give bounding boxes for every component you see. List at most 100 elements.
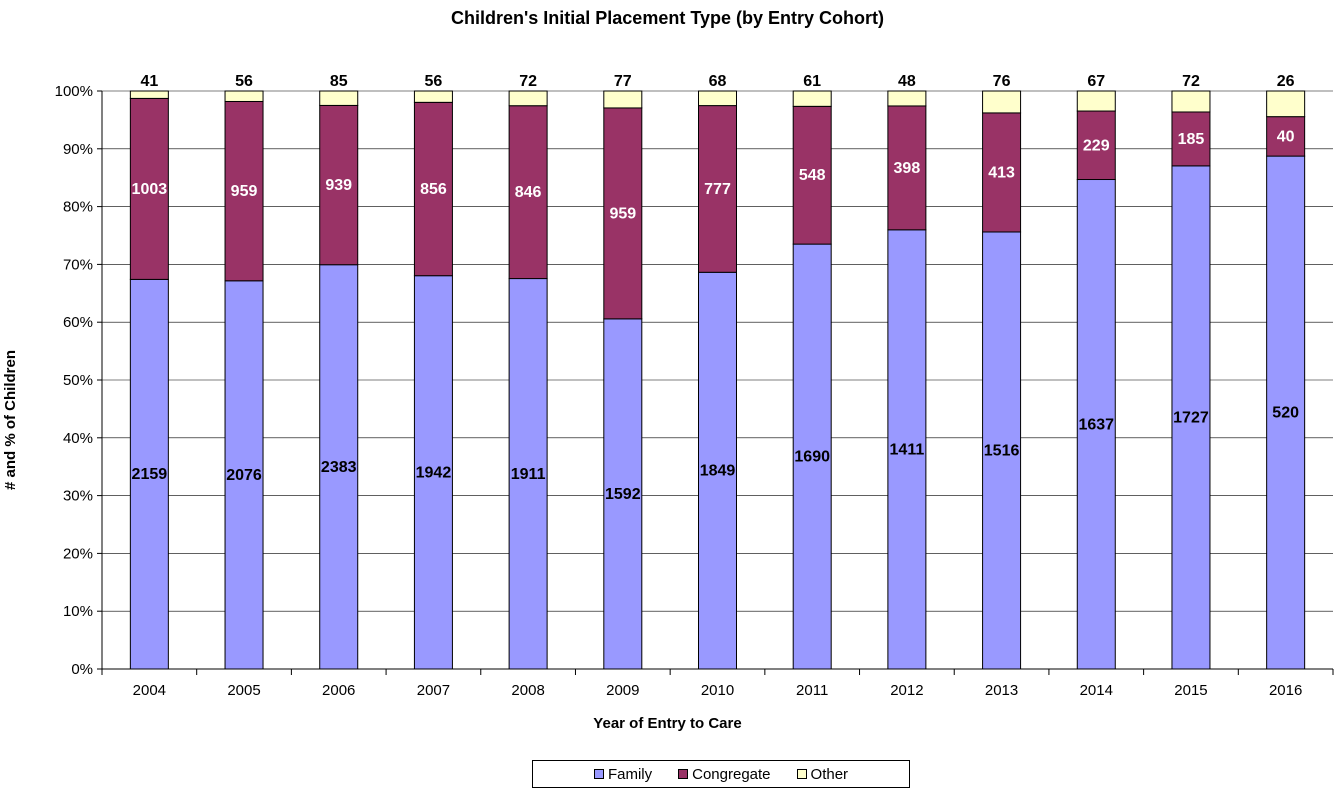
data-label-congregate-2011: 548 — [799, 167, 826, 184]
x-axis-label: Year of Entry to Care — [593, 715, 742, 732]
bar-congregate-2008 — [508, 105, 548, 280]
data-label-family-2008: 1911 — [511, 466, 546, 483]
bar-family-2013 — [982, 231, 1022, 670]
data-label-family-2016: 520 — [1272, 405, 1299, 422]
data-label-family-2009: 1592 — [605, 486, 641, 503]
y-tick-label: 40% — [63, 430, 93, 447]
bar-other-2014 — [1076, 90, 1116, 112]
data-label-family-2014: 1637 — [1078, 416, 1114, 433]
bar-other-2006 — [319, 90, 359, 106]
bar-other-2009 — [603, 90, 643, 109]
bar-family-2005 — [224, 280, 264, 670]
bar-other-2016 — [1266, 90, 1306, 118]
bar-congregate-2011 — [792, 105, 832, 245]
y-tick-label: 60% — [63, 314, 93, 331]
x-tick-label-2015: 2015 — [1174, 682, 1207, 699]
bar-congregate-2014 — [1076, 110, 1116, 181]
x-tick-label-2006: 2006 — [322, 682, 355, 699]
bar-other-2004 — [129, 90, 169, 99]
data-label-other-2011: 61 — [803, 73, 821, 90]
x-tick-label-2008: 2008 — [511, 682, 544, 699]
bar-family-2004 — [129, 278, 169, 670]
y-tick-label: 90% — [63, 141, 93, 158]
bar-family-2010 — [698, 271, 737, 670]
x-tick-label-2011: 2011 — [796, 682, 828, 699]
bar-congregate-2009 — [603, 107, 643, 320]
legend-swatch-other — [796, 769, 807, 779]
bar-congregate-2005 — [224, 100, 264, 282]
data-label-congregate-2006: 939 — [325, 177, 352, 194]
y-tick-label: 20% — [63, 545, 93, 562]
bar-other-2012 — [887, 90, 927, 107]
data-label-congregate-2016: 40 — [1277, 128, 1295, 145]
data-label-other-2004: 41 — [140, 73, 158, 90]
data-label-other-2012: 48 — [898, 73, 916, 90]
y-tick-label: 100% — [55, 83, 93, 100]
bar-other-2010 — [698, 90, 737, 107]
data-label-congregate-2010: 777 — [704, 181, 731, 198]
data-label-family-2005: 2076 — [226, 467, 262, 484]
data-label-congregate-2005: 959 — [231, 183, 258, 200]
x-tick-label-2010: 2010 — [701, 682, 734, 699]
bar-congregate-2007 — [413, 101, 453, 277]
bar-congregate-2016 — [1266, 116, 1306, 157]
x-tick-label-2016: 2016 — [1269, 682, 1302, 699]
data-label-other-2005: 56 — [235, 73, 253, 90]
bar-congregate-2012 — [887, 105, 927, 231]
bar-congregate-2013 — [982, 112, 1022, 233]
data-label-other-2007: 56 — [425, 73, 443, 90]
bar-family-2009 — [603, 318, 643, 670]
data-label-other-2006: 85 — [330, 73, 348, 90]
x-tick-label-2005: 2005 — [227, 682, 260, 699]
data-label-other-2014: 67 — [1087, 73, 1105, 90]
data-label-other-2013: 76 — [993, 73, 1011, 90]
data-label-congregate-2013: 413 — [988, 164, 1015, 181]
data-label-other-2016: 26 — [1277, 73, 1295, 90]
x-tick-label-2014: 2014 — [1080, 682, 1113, 699]
x-tick-label-2013: 2013 — [985, 682, 1018, 699]
bar-family-2012 — [887, 229, 927, 670]
y-tick-label: 30% — [63, 488, 93, 505]
bar-family-2007 — [413, 275, 453, 670]
data-label-family-2013: 1516 — [984, 442, 1020, 459]
legend-label-congregate: Congregate — [692, 765, 771, 783]
y-tick-label: 70% — [63, 256, 93, 273]
data-label-other-2015: 72 — [1182, 73, 1200, 90]
y-tick-label: 10% — [63, 603, 93, 620]
legend: Family Congregate Other — [532, 760, 910, 788]
data-label-congregate-2004: 1003 — [132, 181, 168, 198]
data-label-family-2010: 1849 — [700, 463, 736, 480]
bar-congregate-2010 — [698, 105, 737, 273]
bar-other-2008 — [508, 90, 548, 107]
bar-other-2007 — [413, 90, 453, 103]
data-label-family-2011: 1690 — [794, 449, 830, 466]
data-label-congregate-2012: 398 — [894, 160, 921, 177]
legend-item-other: Other — [796, 766, 848, 783]
data-label-family-2015: 1727 — [1173, 409, 1209, 426]
y-tick-label: 0% — [71, 661, 93, 678]
chart-title: Children's Initial Placement Type (by En… — [450, 8, 884, 28]
bar-other-2005 — [224, 90, 264, 102]
x-tick-label-2012: 2012 — [890, 682, 923, 699]
data-label-other-2009: 77 — [614, 73, 632, 90]
bar-other-2015 — [1171, 90, 1211, 113]
x-tick-label-2004: 2004 — [133, 682, 166, 699]
bar-family-2016 — [1266, 155, 1306, 670]
data-label-congregate-2015: 185 — [1178, 131, 1205, 148]
data-label-family-2004: 2159 — [132, 466, 168, 483]
data-label-family-2006: 2383 — [321, 459, 357, 476]
bar-family-2006 — [319, 264, 359, 670]
legend-item-congregate: Congregate — [678, 765, 771, 783]
legend-swatch-family — [593, 769, 604, 779]
data-label-other-2010: 68 — [709, 73, 727, 90]
bar-family-2008 — [508, 278, 548, 670]
data-label-congregate-2009: 959 — [609, 205, 636, 222]
legend-swatch-congregate — [678, 769, 689, 779]
data-label-congregate-2007: 856 — [420, 181, 447, 198]
y-tick-label: 50% — [63, 372, 93, 389]
bar-other-2013 — [982, 90, 1022, 114]
y-tick-label: 80% — [63, 199, 93, 216]
legend-item-family: Family — [593, 766, 652, 783]
